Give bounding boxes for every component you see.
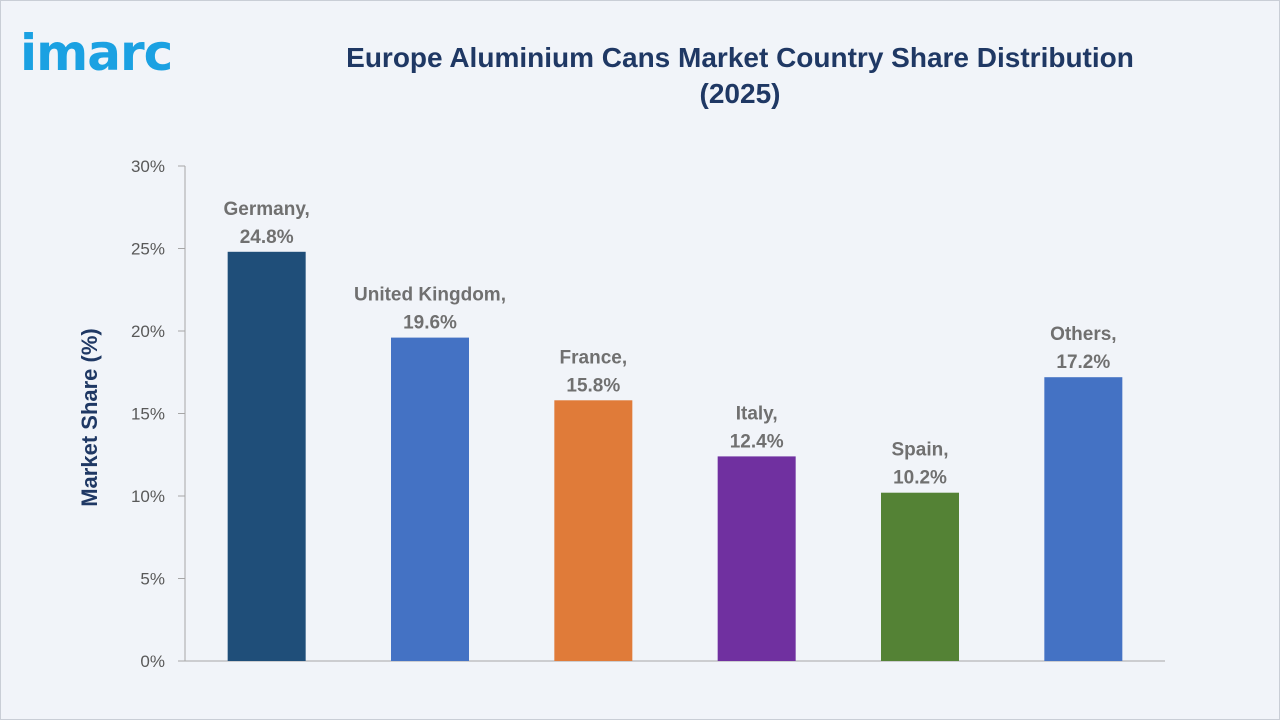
bar: [391, 337, 469, 661]
data-label-category: Spain,: [891, 440, 948, 461]
data-label-value: 19.6%: [403, 313, 457, 334]
data-label-value: 10.2%: [893, 468, 947, 489]
y-tick-label: 5%: [140, 570, 165, 589]
data-label-category: Others,: [1050, 324, 1117, 345]
data-label-value: 12.4%: [730, 431, 784, 452]
imarc-logo: imarc: [20, 24, 173, 82]
y-axis-title: Market Share (%): [77, 328, 102, 507]
y-tick-label: 30%: [131, 157, 165, 176]
bar: [554, 400, 633, 661]
data-label-category: Germany,: [224, 199, 310, 220]
bar: [1044, 377, 1123, 661]
y-tick-label: 20%: [131, 322, 165, 341]
bar: [227, 251, 306, 662]
y-tick-label: 0%: [140, 652, 165, 671]
chart-title: Europe Aluminium Cans Market Country Sha…: [346, 42, 1134, 109]
data-label-value: 24.8%: [240, 227, 294, 248]
bar: [881, 492, 959, 661]
data-label-category: United Kingdom,: [354, 285, 506, 306]
data-label-category: France,: [560, 347, 628, 368]
data-label-value: 17.2%: [1056, 352, 1110, 373]
bar: [717, 456, 796, 661]
data-label-value: 15.8%: [566, 375, 620, 396]
y-tick-label: 25%: [131, 240, 165, 259]
y-tick-label: 10%: [131, 487, 165, 506]
data-label-category: Italy,: [736, 403, 778, 424]
y-tick-label: 15%: [131, 405, 165, 424]
